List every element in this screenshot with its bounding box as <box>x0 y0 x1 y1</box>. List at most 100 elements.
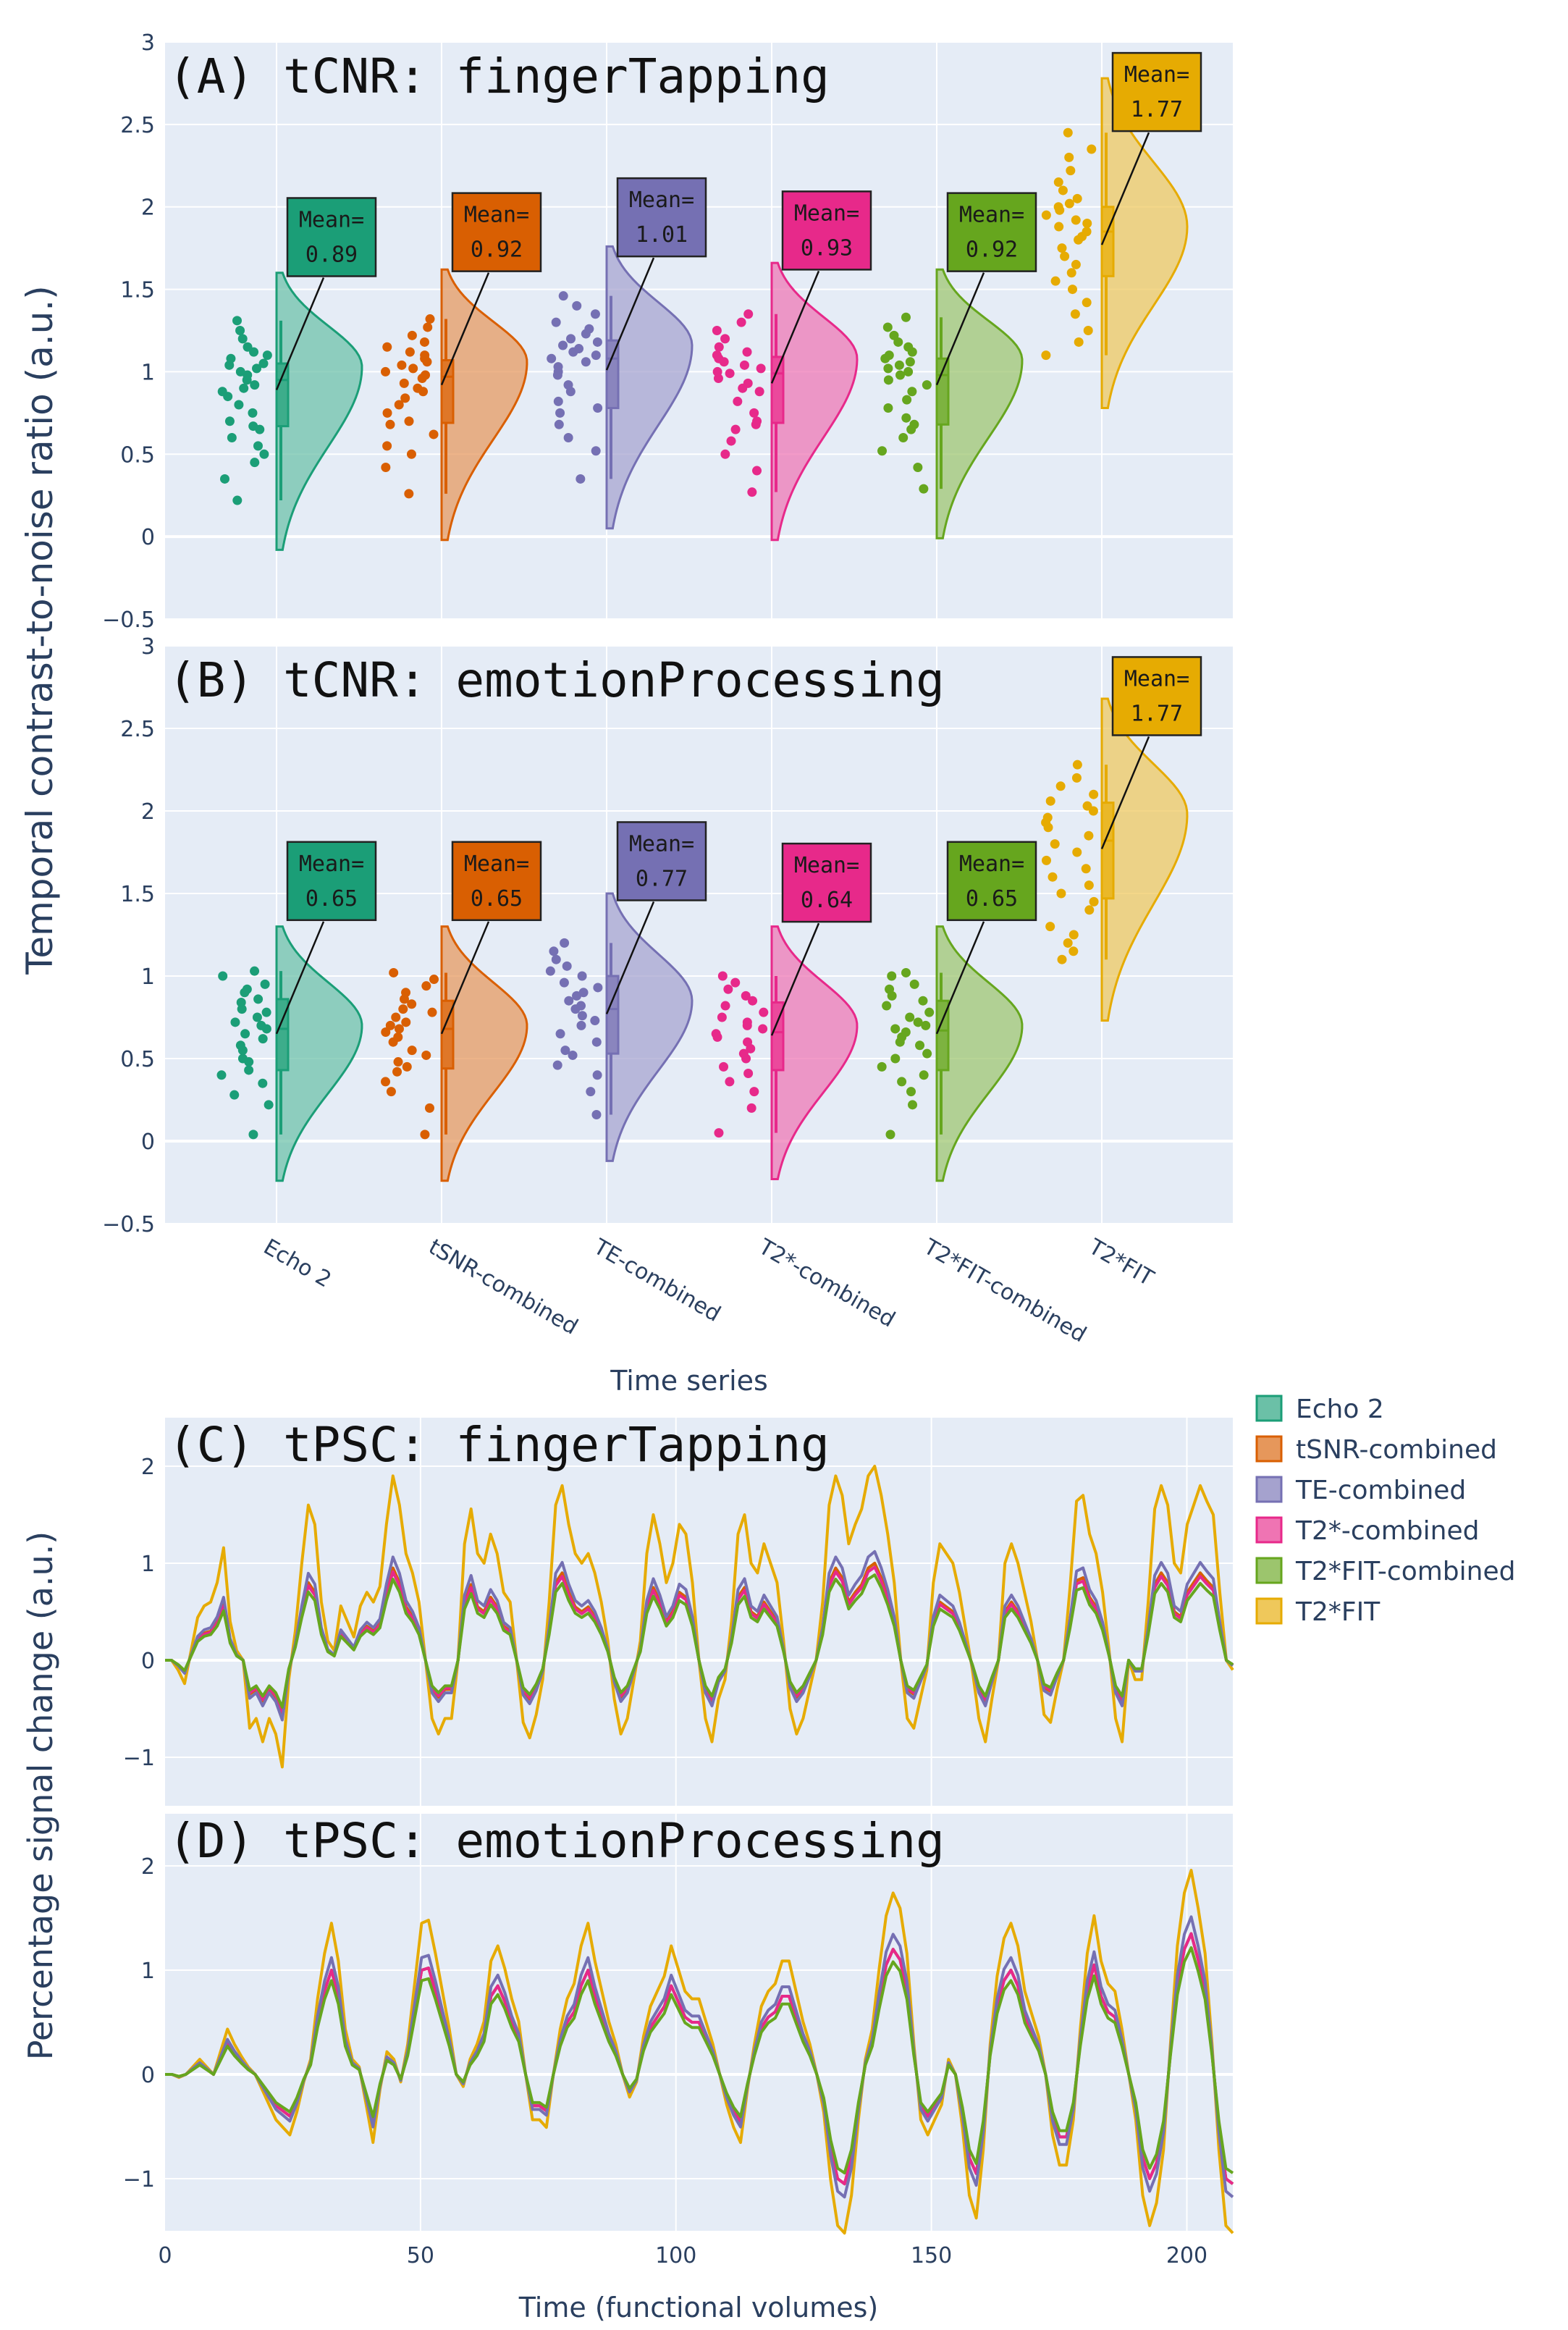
panel-a-point-t2star-combined <box>747 487 757 497</box>
panel-a-point-te-combined <box>592 337 602 347</box>
panel-a-point-t2starfit <box>1083 326 1093 335</box>
legend-item-tsnr-combined[interactable]: tSNR-combined <box>1255 1435 1497 1465</box>
panel-b-point-tsnr-combined <box>381 1027 391 1038</box>
panel-a-point-echo-2 <box>250 380 260 390</box>
panel-b-point-te-combined <box>593 983 603 993</box>
panel-b-point-te-combined <box>564 996 574 1006</box>
panel-a-point-t2star-combined <box>756 363 766 374</box>
panel-a-point-te-combined <box>593 403 603 413</box>
panel-b-point-t2starfit-combined <box>882 1001 892 1011</box>
panel-a-point-echo-2 <box>248 421 258 432</box>
panel-b-point-t2star-combined <box>719 1061 729 1072</box>
panel-a-point-te-combined <box>590 309 600 319</box>
panel-b-mean-box-t2starfit-combined <box>946 841 1037 922</box>
legend-swatch-tsnr-combined <box>1255 1435 1283 1463</box>
panel-a-point-echo-2 <box>258 358 269 369</box>
panel-b-mean-label-t2star-combined: Mean= <box>794 853 859 878</box>
panel-a-point-tsnr-combined <box>405 347 415 357</box>
panel-b-point-echo-2 <box>216 1070 227 1080</box>
legend-item-t2star-combined[interactable]: T2*-combined <box>1255 1516 1479 1546</box>
panel-a-point-t2starfit-combined <box>907 387 917 397</box>
panel-b-point-tsnr-combined <box>392 1067 402 1077</box>
panel-a-point-tsnr-combined <box>425 314 435 324</box>
panel-b-mean-arrow-t2starfit-combined <box>935 921 985 1035</box>
panel-a-point-tsnr-combined <box>421 370 431 380</box>
panel-a-point-t2starfit-combined <box>903 342 914 352</box>
panel-a-point-t2star-combined <box>712 350 722 361</box>
panel-a-point-te-combined <box>547 353 557 363</box>
panel-a-point-t2starfit-combined <box>877 446 888 456</box>
panel-a-point-tsnr-combined <box>429 429 439 439</box>
panel-b-point-t2starfit-combined <box>887 971 897 981</box>
panel-a-point-tsnr-combined <box>400 393 410 403</box>
legend-item-echo-2[interactable]: Echo 2 <box>1255 1395 1384 1424</box>
panel-b-point-echo-2 <box>230 1017 240 1027</box>
panel-b-point-tsnr-combined <box>402 1061 412 1072</box>
panel-b-point-te-combined <box>559 977 569 988</box>
panel-a-point-t2starfit <box>1066 166 1076 176</box>
panel-b-point-tsnr-combined <box>421 981 431 991</box>
panel-a-point-t2star-combined <box>742 347 752 357</box>
panel-d-xtick-label: 150 <box>911 2243 952 2268</box>
panel-a-point-t2starfit <box>1064 198 1074 209</box>
panel-a-point-te-combined <box>563 380 573 390</box>
panel-b-mean-value-te-combined: 0.77 <box>636 866 688 891</box>
panel-a-point-tsnr-combined <box>404 489 414 499</box>
panel-a-point-t2starfit-combined <box>922 380 932 390</box>
panel-a-tcnr-fingertapping: −0.500.511.522.53Mean=0.89Mean=0.92Mean=… <box>102 30 1233 633</box>
panel-b-point-tsnr-combined <box>420 1130 430 1140</box>
panel-b-mean-label-t2starfit-combined: Mean= <box>959 851 1024 877</box>
panel-a-mean-value-t2starfit-combined: 0.92 <box>966 237 1018 263</box>
panel-b-mean-label-tsnr-combined: Mean= <box>464 851 529 877</box>
panel-b-violin-te-combined: Mean= 0.77 <box>545 821 707 1162</box>
panel-a-point-te-combined <box>554 419 564 429</box>
panel-b-xtick-label: tSNR-combined <box>424 1235 582 1340</box>
panel-b-point-t2star-combined <box>741 991 751 1001</box>
legend-item-te-combined[interactable]: TE-combined <box>1255 1476 1466 1505</box>
panel-a-point-t2star-combined <box>712 326 722 335</box>
panel-b-box-t2star-combined <box>770 1001 785 1072</box>
panel-a-point-echo-2 <box>219 474 229 484</box>
panel-a-ytick-label: −0.5 <box>102 607 155 633</box>
panel-a-point-te-combined <box>581 357 591 367</box>
panel-b-point-te-combined <box>586 1087 596 1097</box>
panel-b-point-t2starfit <box>1082 801 1092 811</box>
panel-c-ytick-label: 0 <box>141 1649 155 1674</box>
legend-item-t2starfit[interactable]: T2*FIT <box>1255 1597 1381 1627</box>
panel-b-point-tsnr-combined <box>421 1050 431 1060</box>
panel-a-point-te-combined <box>572 300 582 311</box>
panel-a-mean-value-t2star-combined: 0.93 <box>801 235 853 261</box>
panel-b-point-tsnr-combined <box>386 1087 396 1097</box>
panel-a-point-t2starfit <box>1074 337 1084 347</box>
panel-a-point-t2starfit <box>1041 350 1051 361</box>
panel-b-mean-box-t2starfit <box>1111 656 1202 736</box>
panel-b-point-echo-2 <box>264 1100 274 1110</box>
panel-b-point-t2starfit <box>1041 855 1051 865</box>
panel-b-point-t2star-combined <box>742 1017 752 1027</box>
panel-d-xtick-label: 0 <box>158 2243 172 2268</box>
panel-b-point-echo-2 <box>258 1078 268 1088</box>
panel-b-point-te-combined <box>577 1011 587 1021</box>
panel-a-point-t2star-combined <box>720 449 730 459</box>
panel-a-point-t2star-combined <box>720 334 730 344</box>
panel-a-mean-label-t2star-combined: Mean= <box>794 201 859 226</box>
legend-item-t2starfit-combined[interactable]: T2*FIT-combined <box>1255 1557 1515 1586</box>
panel-b-mean-box-echo-2 <box>286 841 377 922</box>
panel-d-ytick-label: 2 <box>141 1854 155 1880</box>
panel-c-ytick-label: 1 <box>141 1552 155 1577</box>
panel-b-point-t2starfit-combined <box>890 1024 901 1034</box>
panel-b-point-t2starfit-combined <box>913 1017 923 1027</box>
panel-b-xtick-label: T2*FIT <box>1084 1234 1158 1292</box>
panel-a-mean-label-te-combined: Mean= <box>629 188 694 213</box>
legend-swatch-t2starfit <box>1255 1597 1283 1625</box>
panel-a-point-t2star-combined <box>733 396 743 406</box>
panel-b-point-te-combined <box>590 1016 600 1026</box>
panel-b-point-t2starfit-combined <box>877 1061 887 1072</box>
panel-a-point-t2starfit <box>1071 215 1081 225</box>
panel-d-xtick-label: 100 <box>655 2243 696 2268</box>
panel-b-point-echo-2 <box>260 979 270 989</box>
panel-a-point-tsnr-combined <box>407 330 417 340</box>
legend-swatch-te-combined <box>1255 1476 1283 1503</box>
panel-b-point-t2starfit <box>1071 773 1082 783</box>
